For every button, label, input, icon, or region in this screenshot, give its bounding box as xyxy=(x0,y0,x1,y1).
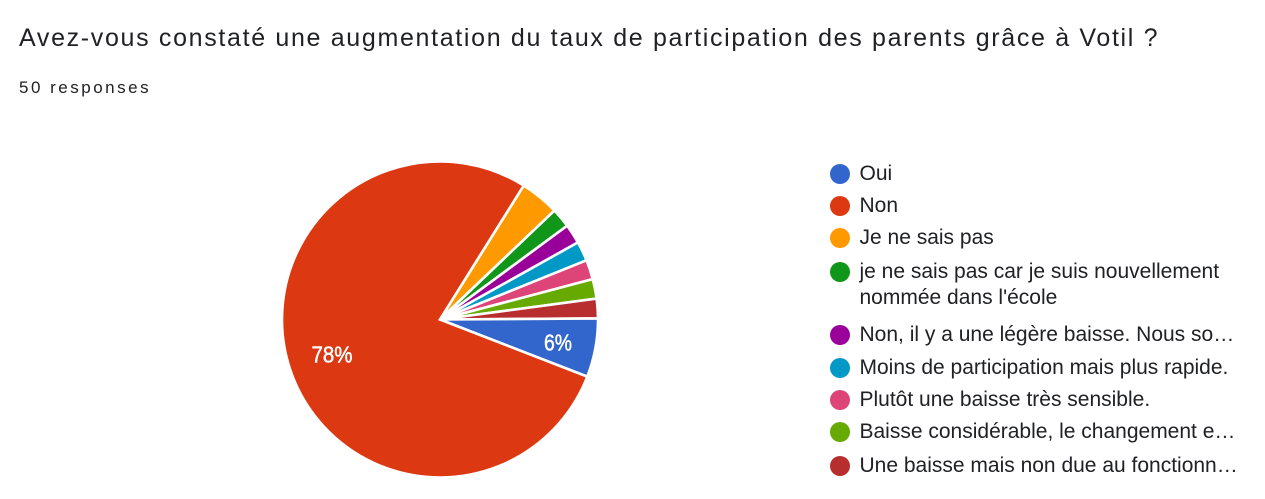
svg-text:78%: 78% xyxy=(312,342,353,368)
svg-text:6%: 6% xyxy=(544,330,572,356)
